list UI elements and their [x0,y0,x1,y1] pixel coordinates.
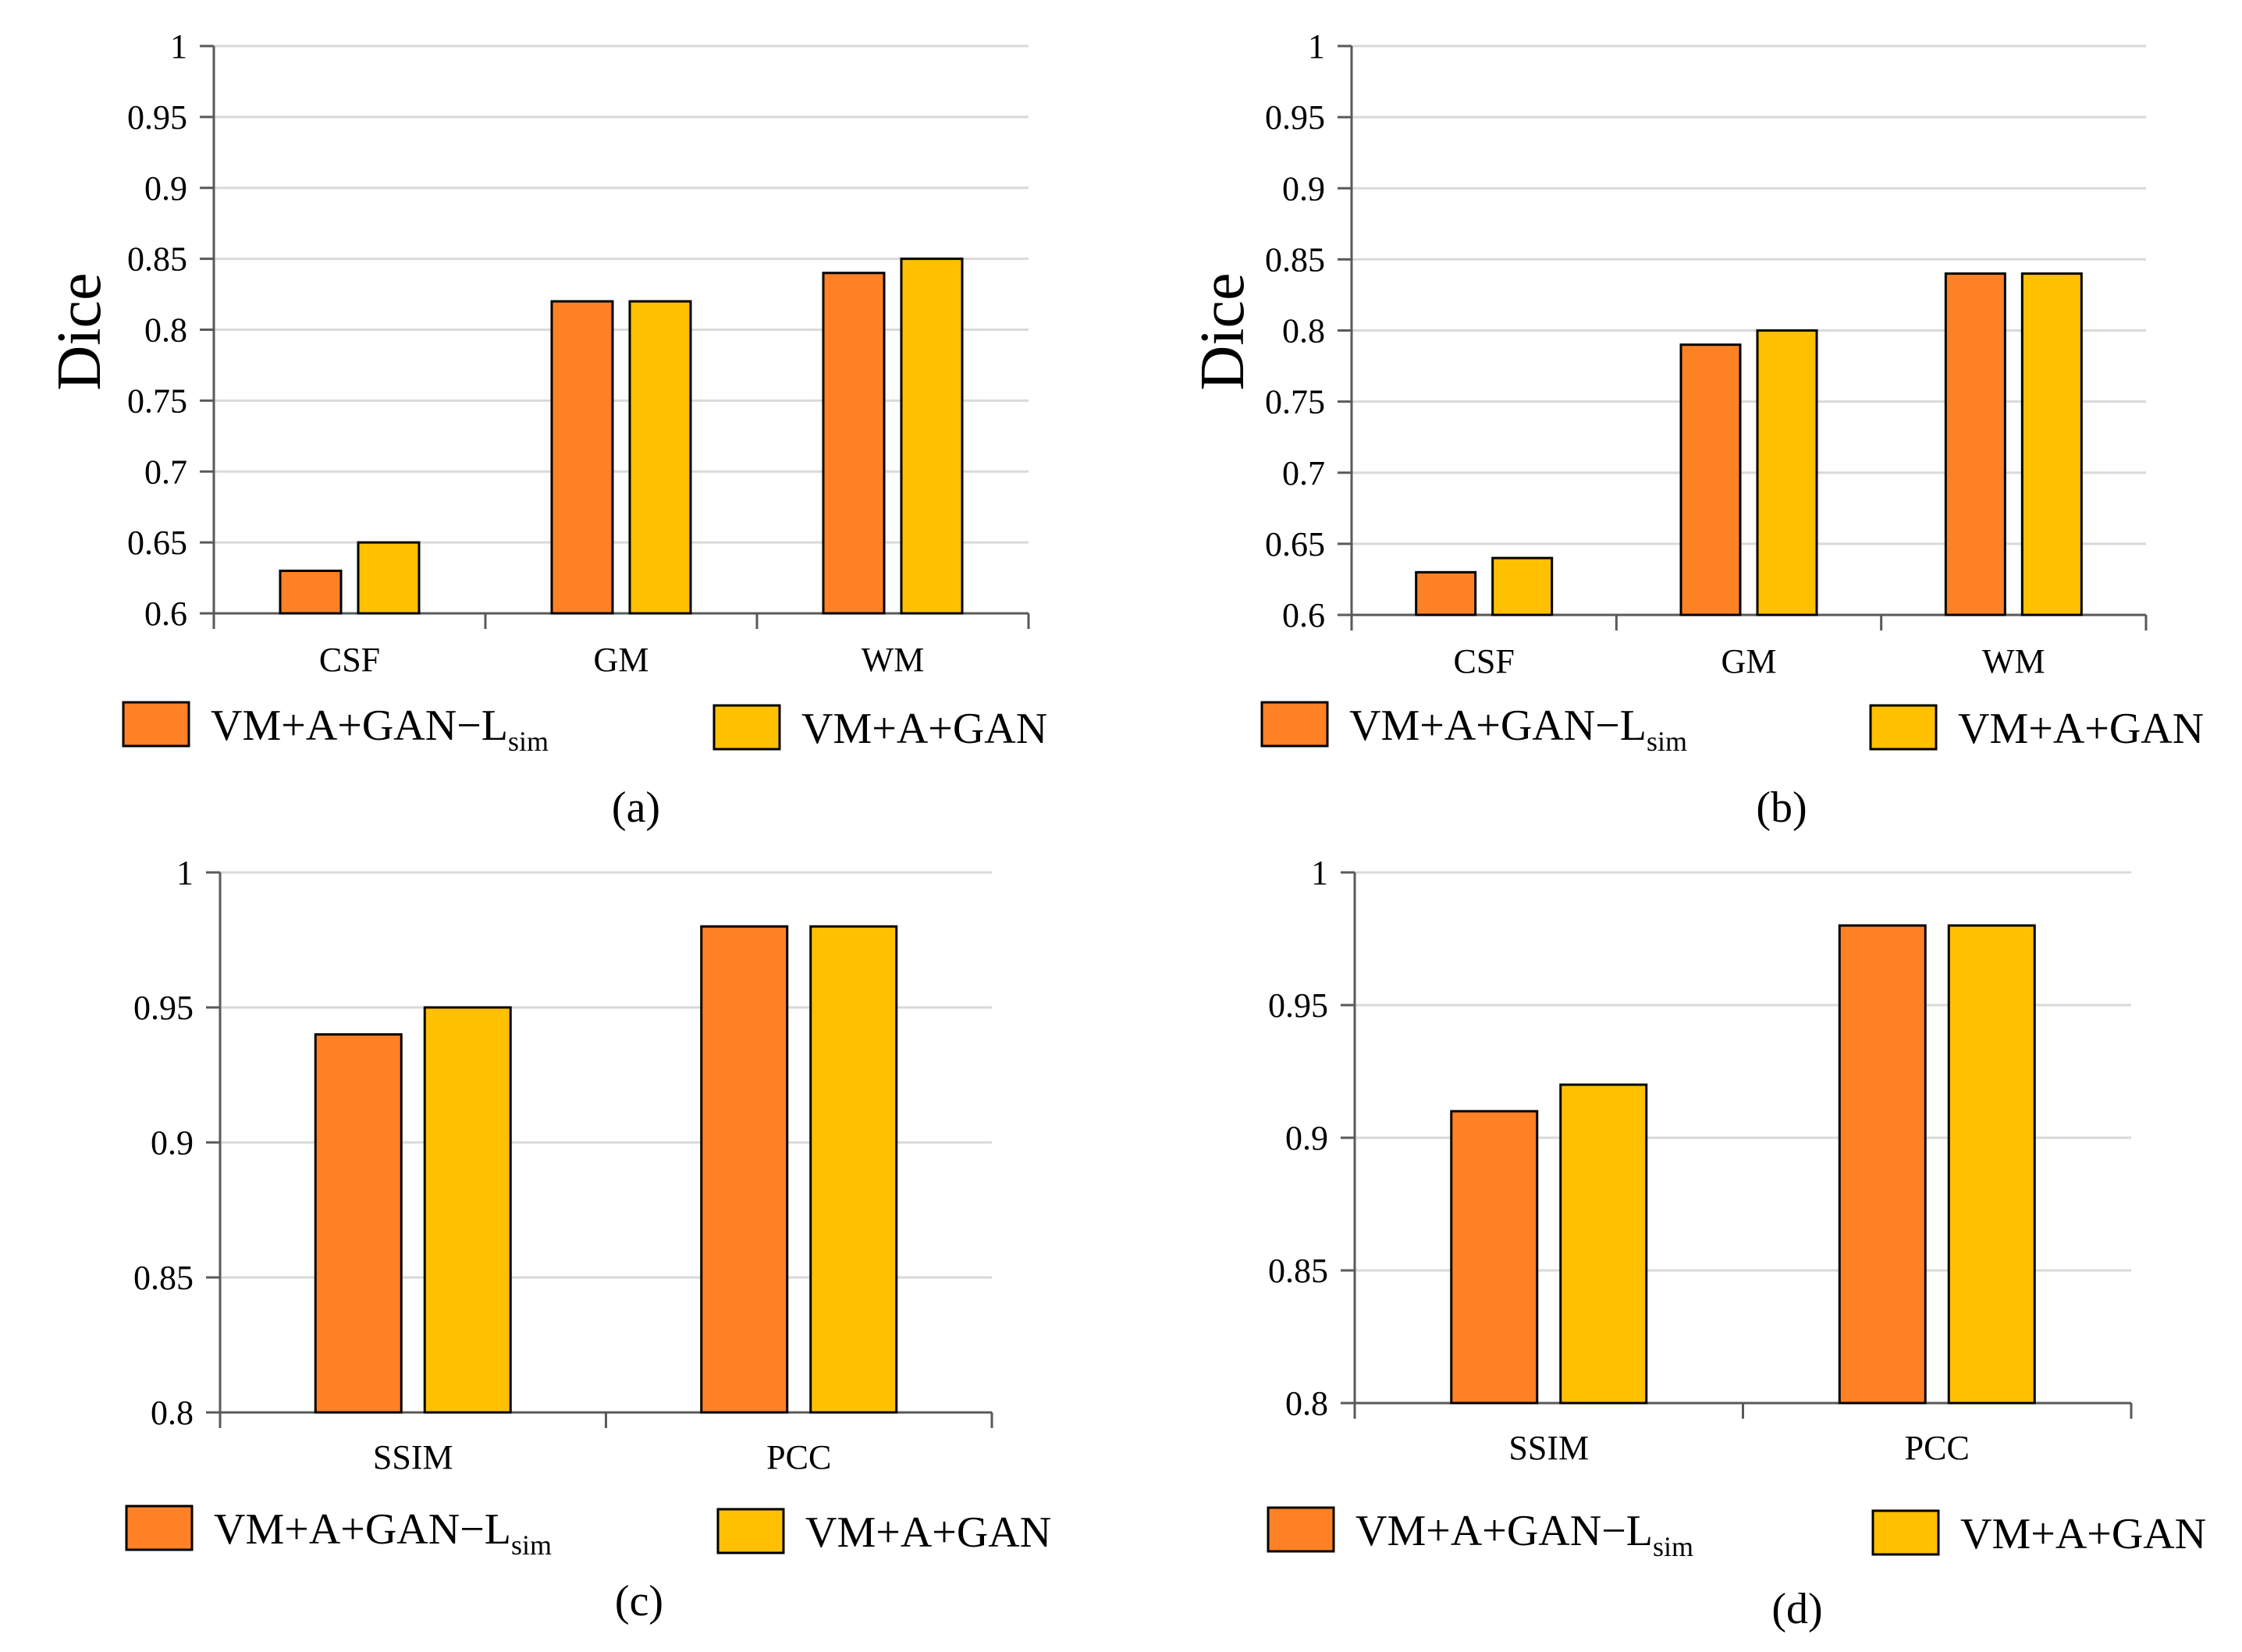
y-tick-label: 0.95 [1265,98,1325,137]
bar-csf-series2 [357,541,421,615]
y-tick-label: 0.7 [1282,454,1325,492]
x-category-label: CSF [319,641,380,679]
y-tick-label: 0.85 [127,240,187,279]
bar-csf-series1 [1415,570,1477,616]
bar-ssim-series1 [1450,1110,1539,1405]
legend-subscript: sim [1647,726,1687,757]
bar-pcc-series2 [809,925,898,1414]
legend-label-series2: VM+A+GAN [801,705,1047,753]
bar-ssim-series2 [423,1006,512,1414]
y-tick-label: 0.8 [151,1394,194,1432]
y-axis-label: Dice [45,272,114,390]
bar-gm-series2 [628,300,692,615]
x-category-label: SSIM [1508,1429,1589,1467]
panel-caption: (d) [1771,1585,1822,1633]
x-category-label: PCC [1905,1429,1970,1467]
bar-ssim-series2 [1559,1083,1648,1405]
legend-label-series2: VM+A+GAN [805,1508,1051,1557]
panel-caption: (c) [615,1577,663,1625]
legend-swatch-series2 [712,704,781,751]
y-tick-label: 0.95 [1268,986,1328,1025]
legend-swatch-series2 [716,1508,785,1554]
bar-pcc-series2 [1947,924,2036,1405]
bar-csf-series1 [279,569,343,615]
y-tick-label: 0.8 [1285,1384,1328,1423]
y-tick-label: 0.85 [1265,240,1325,279]
x-category-label: GM [594,641,649,679]
legend-subscript: sim [508,726,549,757]
legend-label-series1: VM+A+GAN−Lsim [211,702,549,757]
legend-swatch-series1 [1267,1506,1335,1553]
y-tick-label: 0.6 [144,595,187,633]
legend-swatch-series1 [122,701,190,748]
y-tick-label: 1 [1308,27,1325,66]
bar-wm-series1 [1944,272,2006,616]
bar-pcc-series1 [700,925,789,1414]
bar-gm-series2 [1756,329,1818,616]
y-axis-label: Dice [1189,272,1257,390]
y-tick-label: 0.75 [1265,383,1325,421]
bar-ssim-series1 [314,1033,403,1414]
y-tick-label: 0.9 [1282,169,1325,208]
y-tick-label: 0.7 [144,453,187,491]
y-tick-label: 0.85 [133,1259,194,1297]
y-tick-label: 0.75 [127,382,187,420]
legend-subscript: sim [511,1529,552,1561]
x-category-label: CSF [1454,642,1515,680]
panel-caption: (a) [612,783,660,832]
y-tick-label: 1 [170,27,187,66]
y-tick-label: 1 [176,854,194,892]
legend-swatch-series2 [1869,704,1938,751]
x-category-label: SSIM [373,1438,453,1476]
y-tick-label: 1 [1311,854,1328,892]
legend-swatch-series1 [1260,701,1329,748]
y-tick-label: 0.85 [1268,1252,1328,1290]
y-tick-label: 0.6 [1282,596,1325,634]
y-tick-label: 0.9 [1285,1119,1328,1157]
y-tick-label: 0.9 [151,1124,194,1162]
y-tick-label: 0.8 [144,311,187,350]
x-category-label: GM [1721,642,1777,680]
bar-wm-series2 [2020,272,2083,616]
legend-subscript: sim [1653,1531,1693,1562]
bar-csf-series2 [1491,556,1554,616]
legend-label-series1: VM+A+GAN−Lsim [1356,1507,1693,1562]
legend-label-series1: VM+A+GAN−Lsim [214,1505,552,1561]
y-tick-label: 0.9 [144,169,187,208]
y-tick-label: 0.65 [127,524,187,562]
chart-panel-b: 0.6 0.65 0.7 0.75 0.8 0.85 0.9 0.95 1 CSF GM WM Dice… [1189,27,2204,832]
x-category-label: WM [1982,642,2045,680]
x-category-label: PCC [766,1438,831,1476]
legend-label-series2: VM+A+GAN [1958,705,2204,753]
legend-swatch-series1 [125,1505,194,1551]
panel-caption: (b) [1756,783,1807,832]
bar-pcc-series1 [1838,924,1927,1405]
y-tick-label: 0.95 [127,98,187,137]
chart-panel-c: 0.8 0.85 0.9 0.95 1 SSIM PCC VM+A+GAN−Lsim VM+A+… [125,854,1051,1625]
legend-swatch-series2 [1871,1509,1940,1556]
bar-gm-series1 [1679,343,1742,616]
legend-label-series2: VM+A+GAN [1960,1510,2206,1558]
y-tick-label: 0.65 [1265,525,1325,563]
x-category-label: WM [862,641,925,679]
bar-wm-series2 [900,258,964,615]
bar-gm-series1 [550,300,614,615]
y-tick-label: 0.95 [133,989,194,1027]
chart-panel-a: 0.6 0.65 0.7 0.75 0.8 0.85 0.9 0.95 1 CSF GM WM Dice… [45,27,1047,832]
bar-wm-series1 [822,272,886,615]
chart-panel-d: 0.8 0.85 0.9 0.95 1 SSIM PCC VM+A+GAN−Lsim VM+A+… [1267,854,2206,1633]
legend-label-series1: VM+A+GAN−Lsim [1349,702,1687,757]
y-tick-label: 0.8 [1282,312,1325,350]
